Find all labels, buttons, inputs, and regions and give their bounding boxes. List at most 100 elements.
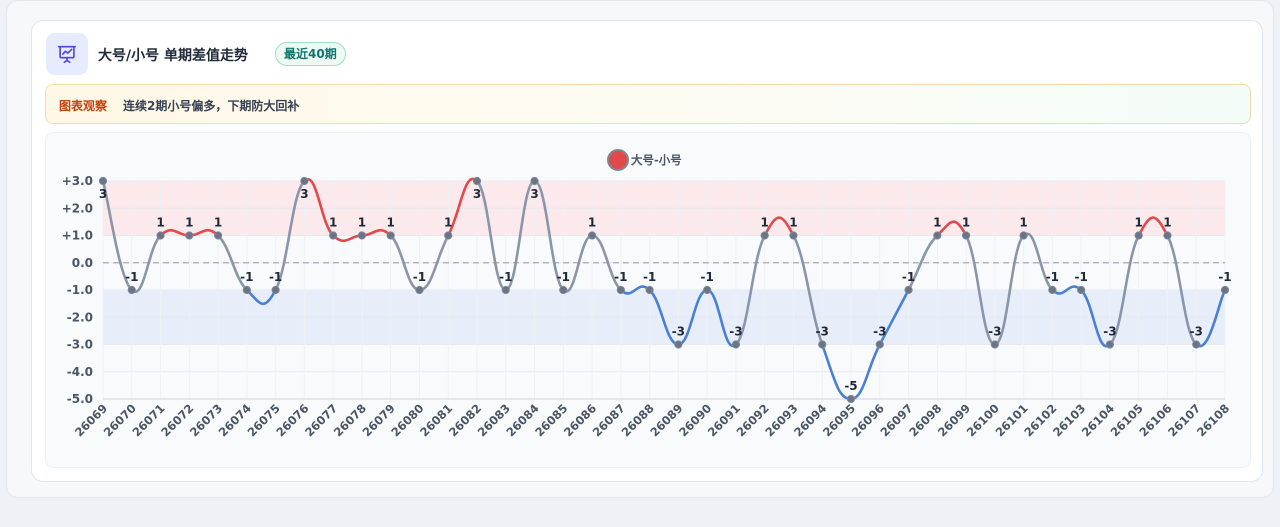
y-tick-label: +3.0 xyxy=(62,174,93,188)
data-point xyxy=(1105,340,1115,349)
y-tick-label: -5.0 xyxy=(67,392,93,406)
data-label: 1 xyxy=(387,216,395,230)
data-label: -3 xyxy=(672,325,685,339)
series-line-segment xyxy=(907,234,939,292)
chart-card: 大号/小号 单期差值走势 最近40期 图表观察 连续2期小号偏多，下期防大回补 … xyxy=(31,20,1263,482)
data-label: 3 xyxy=(473,187,481,201)
series-line-segment xyxy=(274,179,306,292)
observation-banner: 图表观察 连续2期小号偏多，下期防大回补 xyxy=(45,84,1251,124)
data-point xyxy=(703,285,712,295)
series-line-segment xyxy=(878,288,910,346)
data-label: -1 xyxy=(499,270,512,284)
series-line-segment xyxy=(964,234,997,346)
data-point xyxy=(386,231,395,240)
data-label: 3 xyxy=(530,187,538,201)
data-label: -3 xyxy=(816,325,829,339)
data-label: 1 xyxy=(214,216,222,230)
series-line-segment xyxy=(504,179,536,292)
data-point xyxy=(127,285,136,295)
data-label: 1 xyxy=(1163,216,1171,230)
data-point xyxy=(616,285,625,295)
data-point xyxy=(1048,285,1057,295)
data-label: 1 xyxy=(185,216,193,230)
y-tick-label: -2.0 xyxy=(67,310,93,324)
x-tick-label: 26108 xyxy=(1194,401,1232,439)
data-point xyxy=(185,231,194,240)
line-chart: +3.0+2.0+1.00.0-1.0-2.0-3.0-4.0-5.0 2606… xyxy=(62,149,1232,439)
data-label: -1 xyxy=(700,270,713,284)
data-point xyxy=(587,231,597,240)
data-label: -3 xyxy=(988,325,1001,339)
data-point xyxy=(1134,231,1143,240)
data-label: 1 xyxy=(329,216,337,230)
data-point xyxy=(990,340,999,349)
data-label: 1 xyxy=(789,216,797,230)
observation-text: 连续2期小号偏多，下期防大回补 xyxy=(123,99,300,113)
series-line-segment xyxy=(245,288,277,305)
observation-label: 图表观察 xyxy=(59,99,108,113)
series-line-segment xyxy=(993,234,1025,346)
data-point xyxy=(530,176,539,186)
y-tick-label: -1.0 xyxy=(67,283,93,297)
data-label: 1 xyxy=(1019,216,1027,230)
series-line-segment xyxy=(1137,216,1169,237)
data-label: 1 xyxy=(156,216,164,230)
data-label: 1 xyxy=(358,216,366,230)
data-label: 1 xyxy=(933,216,941,230)
data-label: -1 xyxy=(643,270,656,284)
series-line-segment xyxy=(1108,234,1140,346)
data-point xyxy=(156,231,165,240)
data-label: -1 xyxy=(269,270,282,284)
data-point xyxy=(1163,231,1172,240)
data-point xyxy=(731,340,741,349)
data-point xyxy=(674,340,683,349)
series-line-segment xyxy=(216,234,249,292)
data-label: -1 xyxy=(902,270,915,284)
data-point xyxy=(444,231,453,240)
data-label: -3 xyxy=(729,325,742,339)
data-label: -3 xyxy=(1103,325,1116,339)
chart-title: 大号/小号 单期差值走势 xyxy=(98,48,248,64)
data-point xyxy=(645,285,654,295)
data-point xyxy=(242,285,251,295)
data-label: -1 xyxy=(240,270,253,284)
series-line-segment xyxy=(475,179,508,292)
data-point xyxy=(846,394,856,404)
data-point xyxy=(98,176,108,186)
y-tick-label: -4.0 xyxy=(67,365,93,379)
page-panel: 大号/小号 单期差值走势 最近40期 图表观察 连续2期小号偏多，下期防大回补 … xyxy=(6,0,1274,498)
data-point xyxy=(1077,285,1086,295)
data-point xyxy=(1019,231,1028,240)
data-point xyxy=(213,231,223,240)
data-label: 3 xyxy=(99,187,107,201)
presentation-chart-icon xyxy=(46,33,88,75)
data-point xyxy=(357,231,367,240)
data-label: 3 xyxy=(300,187,308,201)
data-label: -1 xyxy=(1074,270,1087,284)
data-point xyxy=(472,176,482,186)
data-point xyxy=(1192,340,1201,349)
chart-area: +3.0 +2.0 +1.0 0.0 -1.0 -2.0 -3.0 -4.0 -5.0 2606… xyxy=(45,132,1251,468)
data-point xyxy=(933,231,942,240)
series-line-segment xyxy=(1166,234,1198,346)
series-line-segment xyxy=(936,220,968,237)
data-label: 1 xyxy=(444,216,452,230)
data-label: 1 xyxy=(761,216,769,230)
data-point xyxy=(961,231,971,240)
data-point xyxy=(789,231,798,240)
data-label: -1 xyxy=(125,270,138,284)
period-badge: 最近40期 xyxy=(275,42,346,66)
legend-marker xyxy=(607,149,629,171)
series-line-segment xyxy=(734,234,766,346)
data-label: -1 xyxy=(614,270,627,284)
data-point xyxy=(760,231,769,240)
data-point xyxy=(300,176,309,186)
data-label: -1 xyxy=(413,270,426,284)
data-point xyxy=(415,285,424,295)
series-line-segment xyxy=(792,234,824,346)
y-tick-label: -3.0 xyxy=(67,338,93,352)
data-label: -3 xyxy=(873,325,886,339)
data-label: 1 xyxy=(588,216,596,230)
data-point xyxy=(818,340,827,349)
y-tick-label: +1.0 xyxy=(62,229,93,243)
